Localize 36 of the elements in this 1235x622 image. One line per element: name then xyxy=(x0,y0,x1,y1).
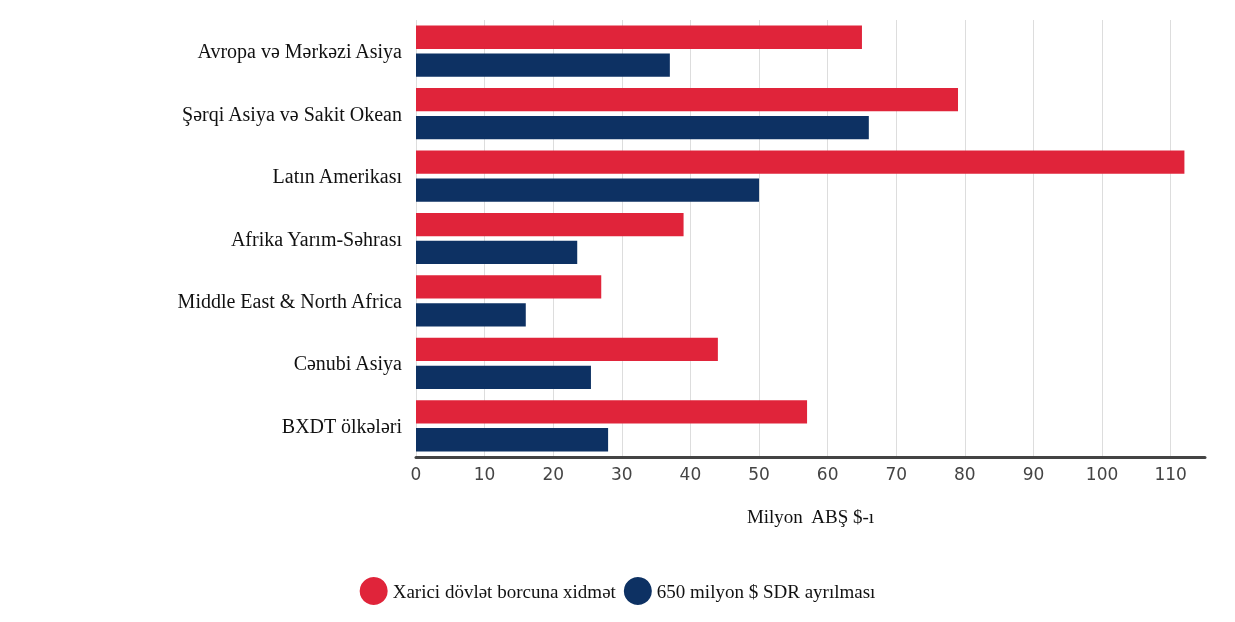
x-tick-label: 110 xyxy=(1154,463,1187,484)
bar xyxy=(416,150,1185,174)
y-tick-label: BXDT ölkələri xyxy=(281,414,403,437)
x-tick-label: 10 xyxy=(473,463,496,484)
y-tick-label: Avropa və Mərkəzi Asiya xyxy=(197,40,403,64)
x-axis-title: Milyon ABŞ $-ı xyxy=(746,506,875,527)
bar xyxy=(416,428,609,452)
bar xyxy=(416,275,602,299)
y-tick-label: Afrika Yarım-Səhrası xyxy=(230,227,403,250)
x-tick-label: 60 xyxy=(816,463,839,484)
x-tick-label: 80 xyxy=(954,463,976,484)
bar xyxy=(416,212,684,237)
bar xyxy=(416,88,959,112)
x-tick-label: 100 xyxy=(1085,463,1119,484)
bar xyxy=(416,337,718,362)
bar xyxy=(416,53,670,77)
x-tick-label: 90 xyxy=(1022,463,1045,484)
y-tick-label: Cənubi Asiya xyxy=(293,352,403,376)
y-tick-label: Şərqi Asiya və Sakit Okean xyxy=(182,102,402,126)
y-tick-label: Latın Amerikası xyxy=(272,165,403,188)
bar xyxy=(416,25,862,49)
x-tick-label: 70 xyxy=(885,463,908,484)
x-tick-label: 0 xyxy=(410,463,422,484)
legend-label: 650 milyon $ SDR ayrılması xyxy=(656,580,876,602)
y-tick-label: Middle East & North Africa xyxy=(177,289,403,312)
bar xyxy=(416,303,526,327)
x-tick-label: 50 xyxy=(748,463,770,484)
bar xyxy=(416,400,808,424)
x-tick-label: 40 xyxy=(679,463,702,484)
bar xyxy=(416,115,869,140)
x-tick-label: 30 xyxy=(611,463,633,484)
legend-label: Xarici dövlət borcuna xidmət xyxy=(392,580,617,602)
bar xyxy=(416,240,578,265)
bar xyxy=(416,178,760,202)
bar xyxy=(416,365,591,389)
x-tick-label: 20 xyxy=(542,463,565,484)
